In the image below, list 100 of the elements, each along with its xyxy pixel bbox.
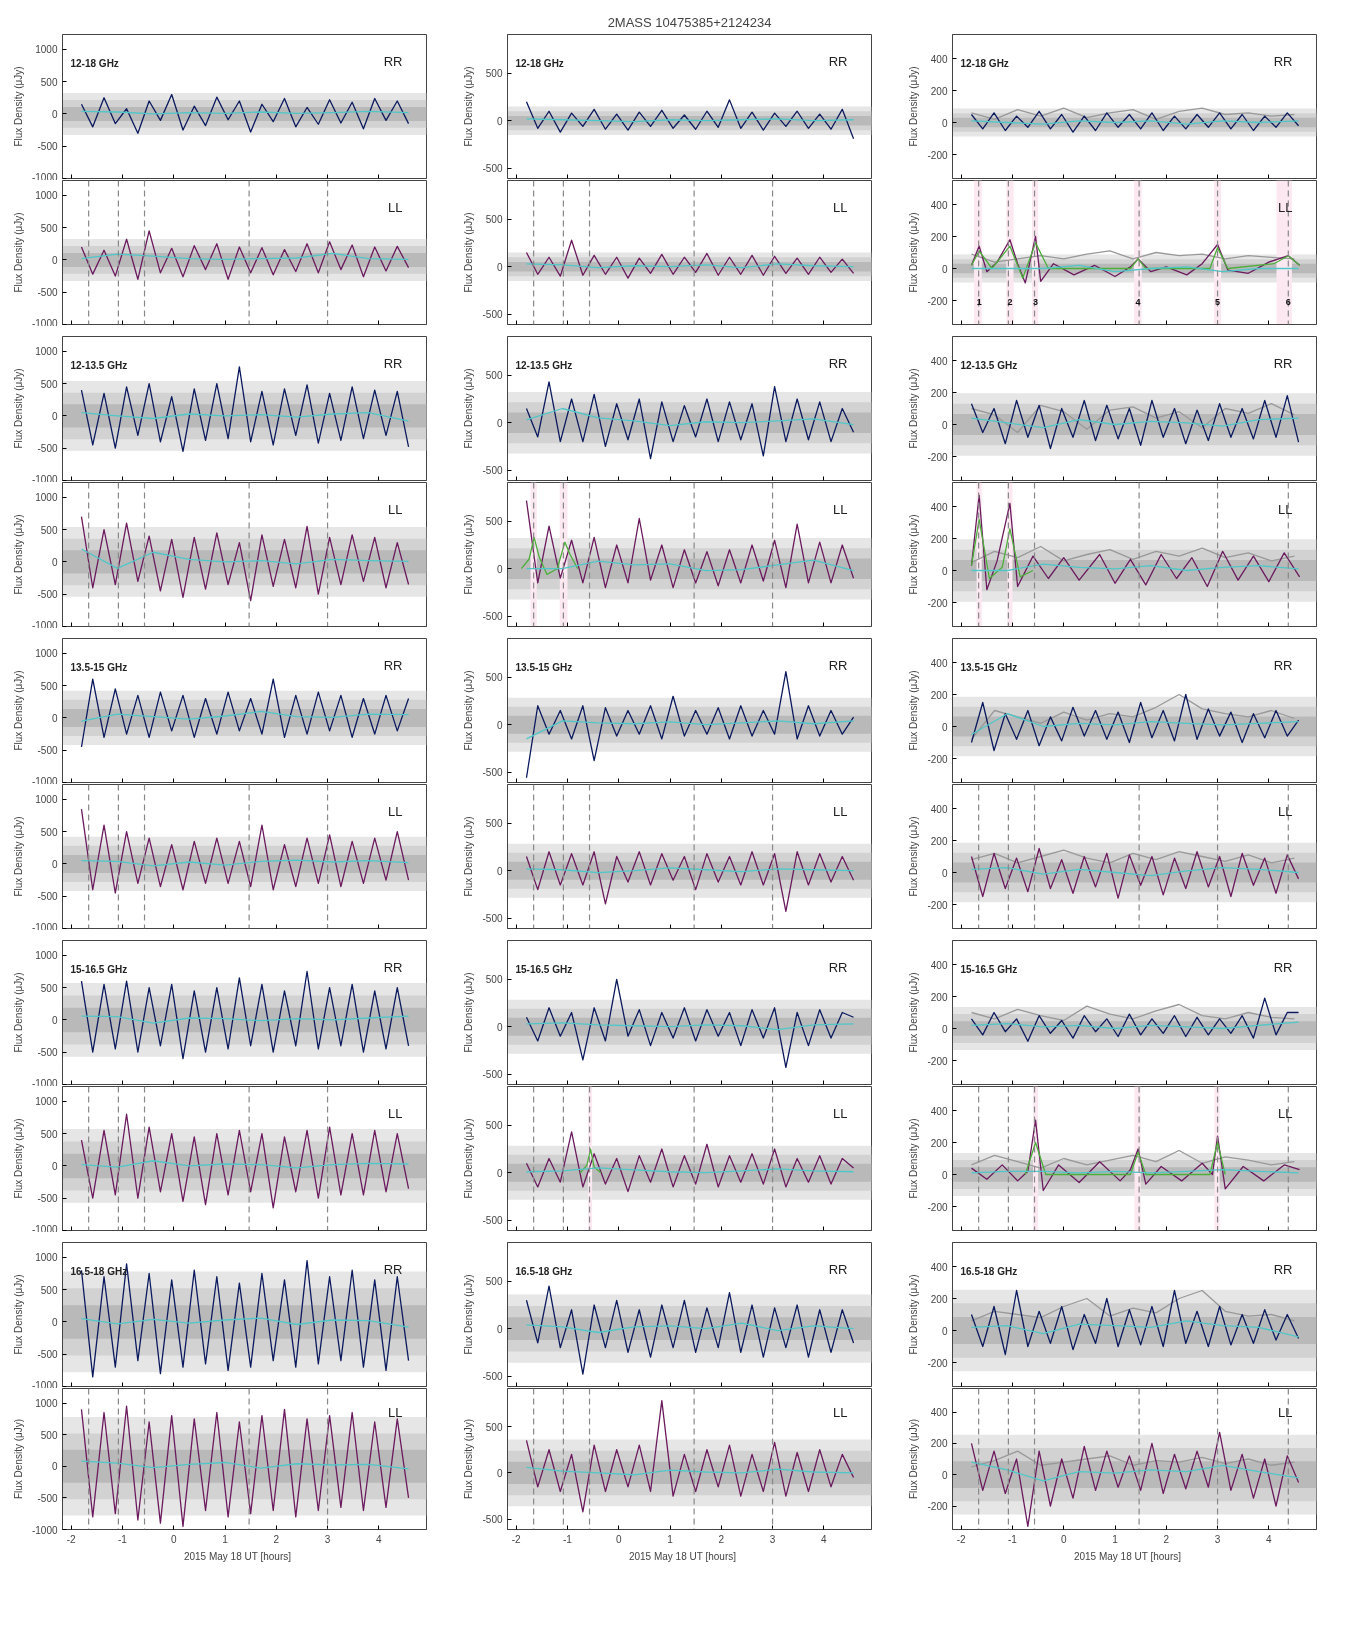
x-tick-label: 2 (718, 1533, 725, 1545)
y-tick-label: 0 (941, 1469, 948, 1481)
y-tick-label: -1000 (31, 473, 58, 485)
y-tick-label: 200 (930, 387, 948, 399)
x-tick-label: -2 (511, 1533, 522, 1545)
line-series (970, 1289, 1300, 1356)
y-axis-title: Flux Density (μJy) (908, 816, 920, 897)
y-tick-label: 200 (930, 533, 948, 545)
y-tick-label: -200 (927, 1201, 948, 1213)
x-tick-label: 3 (769, 1533, 776, 1545)
y-tick-label: -1000 (31, 1524, 58, 1536)
line-series (970, 110, 1300, 133)
x-tick-label: -2 (956, 1533, 967, 1545)
line-series (525, 1466, 855, 1476)
y-tick-label: 400 (930, 53, 948, 65)
x-tick-label: 3 (1214, 1533, 1221, 1545)
y-tick-label: 500 (40, 1284, 58, 1296)
y-tick-label: 0 (51, 858, 58, 870)
y-tick-label: -500 (482, 1215, 503, 1227)
annotation: LL (833, 803, 848, 819)
y-axis-title: Flux Density (μJy) (908, 972, 920, 1053)
y-tick-label: 400 (930, 1407, 948, 1418)
y-tick-label: -500 (482, 1069, 503, 1081)
y-tick-label: 0 (51, 1316, 58, 1328)
y-axis-title: Flux Density (μJy) (12, 1418, 24, 1500)
line-series (970, 242, 1301, 279)
line-series (970, 563, 1300, 572)
y-tick-label: -500 (482, 1514, 503, 1526)
x-tick-label: 1 (1112, 1533, 1119, 1545)
x-tick-label: -1 (563, 1533, 573, 1545)
y-tick-label: 200 (930, 85, 948, 97)
x-axis-title: 2015 May 18 UT [hours] (628, 1550, 737, 1562)
annotation: 16.5-18 GHz (960, 1265, 1018, 1277)
y-tick-label: 500 (40, 982, 58, 994)
x-tick-label: 4 (376, 1533, 383, 1545)
annotation: RR (828, 355, 848, 371)
annotation: RR (383, 657, 403, 673)
y-tick-label: 0 (51, 410, 58, 422)
y-axis-title: Flux Density (μJy) (12, 972, 24, 1053)
y-axis-title: Flux Density (μJy) (12, 1274, 24, 1355)
y-tick-label: 0 (51, 108, 58, 120)
annotation: RR (828, 53, 848, 69)
y-tick-label: -500 (482, 465, 503, 477)
y-tick-label: 0 (51, 1014, 58, 1026)
y-axis-title: Flux Density (μJy) (908, 66, 920, 147)
y-tick-label: -500 (37, 443, 58, 455)
x-tick-label: 4 (821, 1533, 828, 1545)
line-series (520, 536, 579, 576)
x-tick-label: 0 (170, 1533, 177, 1545)
y-tick-label: 200 (930, 231, 948, 243)
annotation: RR (1273, 355, 1293, 371)
y-axis-title: Flux Density (μJy) (463, 212, 475, 293)
line-series (525, 99, 855, 140)
chart-title: 2MASS 10475385+2124234 (607, 14, 772, 30)
y-tick-label: 400 (930, 355, 948, 367)
line-series (80, 516, 410, 602)
x-tick-label: -1 (118, 1533, 128, 1545)
line-series (525, 851, 855, 913)
x-tick-label: 2 (273, 1533, 280, 1545)
y-axis-title: Flux Density (μJy) (12, 368, 24, 449)
line-series (80, 230, 410, 280)
y-tick-label: 0 (941, 1169, 948, 1181)
annotation: 15-16.5 GHz (515, 963, 573, 975)
y-tick-label: -200 (927, 1357, 948, 1369)
y-axis-title: Flux Density (μJy) (908, 212, 920, 293)
y-tick-label: 500 (485, 370, 503, 382)
y-tick-label: 500 (485, 672, 503, 684)
line-series (525, 1399, 855, 1513)
y-tick-label: 400 (930, 1105, 948, 1117)
y-axis-title: Flux Density (μJy) (12, 1118, 24, 1199)
line-series (80, 93, 410, 134)
annotation: RR (828, 959, 848, 975)
line-series (525, 499, 855, 589)
annotation: 15-16.5 GHz (960, 963, 1018, 975)
line-series (525, 671, 855, 779)
y-axis-title: Flux Density (μJy) (908, 1274, 920, 1355)
line-series (970, 494, 1301, 591)
y-tick-label: 0 (496, 417, 503, 429)
annotation: 12-18 GHz (960, 57, 1009, 69)
y-tick-label: -500 (37, 1047, 58, 1059)
line-series (579, 1148, 602, 1174)
y-tick-label: 0 (941, 1023, 948, 1035)
y-tick-label: 0 (496, 1167, 503, 1179)
annotation: 4 (1135, 297, 1141, 308)
y-tick-label: -1000 (31, 1077, 58, 1089)
y-axis-title: Flux Density (μJy) (463, 368, 475, 449)
line-series (525, 1285, 855, 1375)
y-tick-label: 500 (485, 1276, 503, 1288)
y-tick-label: 0 (941, 867, 948, 879)
line-series (970, 250, 1296, 263)
y-tick-label: 1000 (35, 346, 58, 358)
y-tick-label: 0 (941, 419, 948, 431)
line-series (970, 867, 1300, 877)
line-series (970, 693, 1300, 752)
annotation: LL (1278, 501, 1293, 517)
annotation: 6 (1285, 297, 1291, 308)
y-tick-label: 0 (51, 1160, 58, 1172)
line-series (970, 1431, 1300, 1528)
line-series (80, 808, 410, 894)
annotation: 3 (1033, 297, 1039, 308)
